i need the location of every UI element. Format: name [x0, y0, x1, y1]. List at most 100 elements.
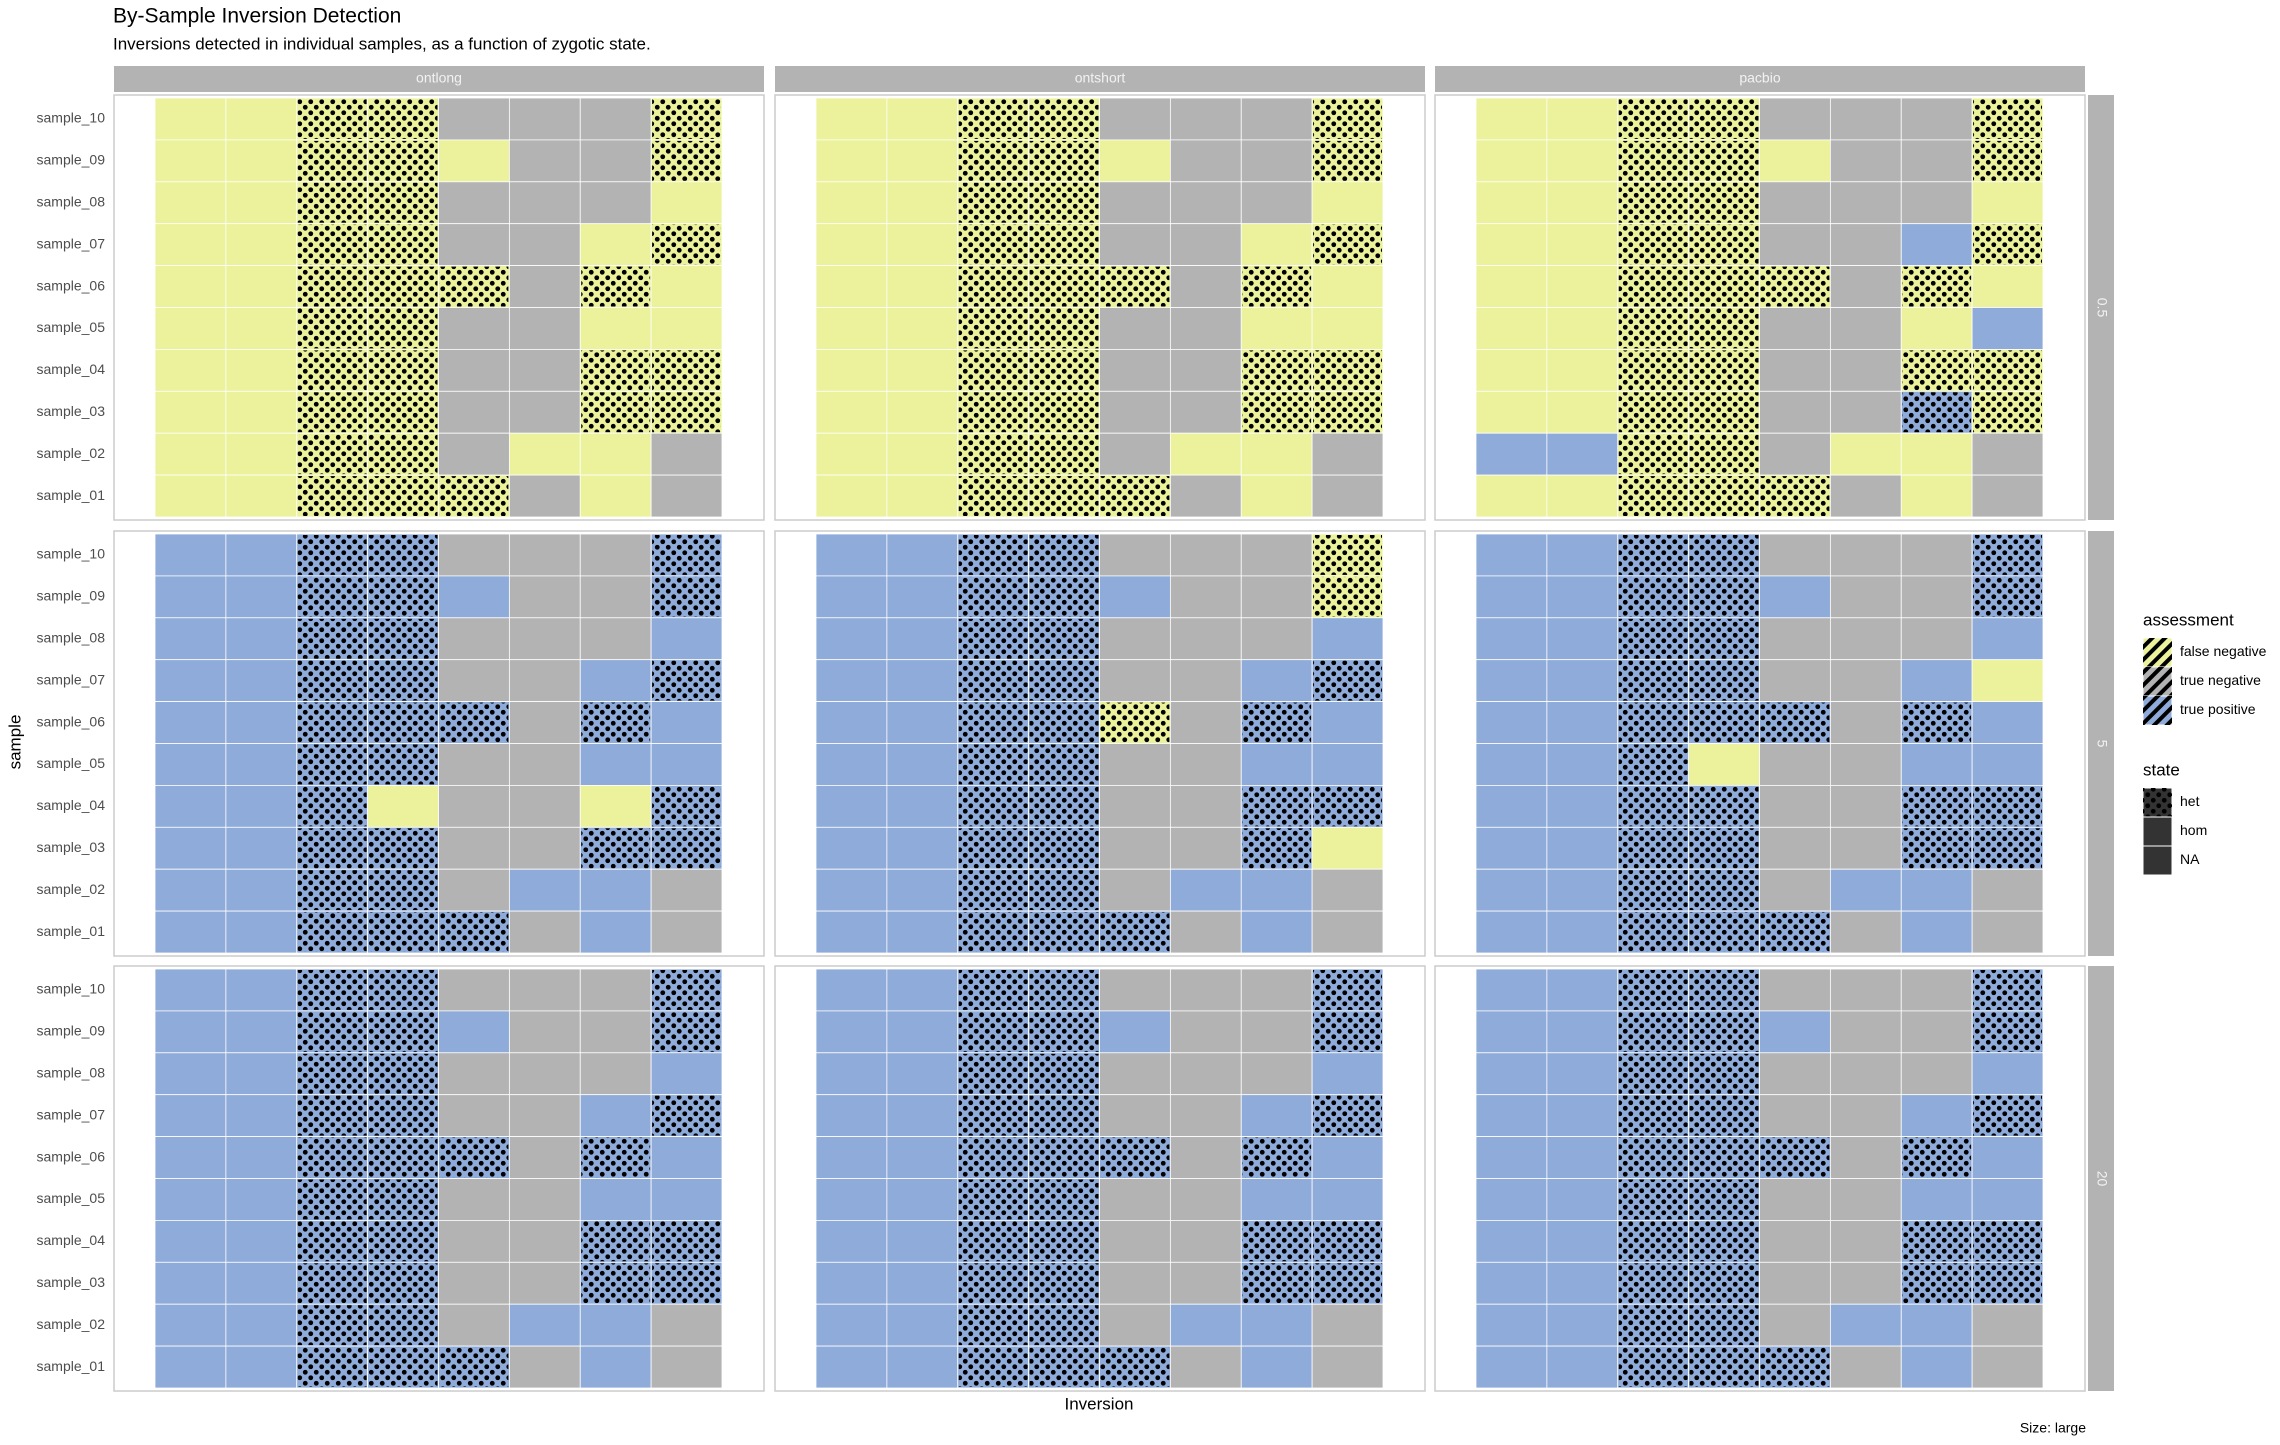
tile: [1971, 1178, 2044, 1221]
y-tick-label: sample_02: [37, 1316, 106, 1332]
tile-het-pattern: [958, 392, 1028, 433]
legend-title: assessment: [2143, 610, 2234, 629]
tile: [650, 1052, 723, 1096]
tile: [438, 868, 510, 912]
legend-key-pattern: [2143, 788, 2172, 817]
legend-key-pattern: [2143, 638, 2172, 667]
tile-het-pattern: [1689, 970, 1759, 1010]
tile-het-pattern: [1689, 140, 1759, 181]
tile-het-pattern: [1689, 182, 1759, 223]
tile: [1311, 701, 1384, 744]
tile: [1829, 743, 1902, 786]
tile-het-pattern: [368, 1095, 438, 1136]
tile: [1169, 910, 1242, 954]
tile: [1900, 139, 1973, 183]
tile-het-pattern: [1618, 576, 1688, 617]
tile: [815, 617, 888, 661]
tile: [154, 910, 227, 954]
tile: [508, 701, 581, 744]
tile-het-pattern: [1029, 786, 1099, 827]
tile: [1546, 1136, 1619, 1179]
tile-het-pattern: [1689, 1347, 1759, 1387]
tile: [886, 181, 959, 225]
tile: [438, 1010, 510, 1054]
tile-het-pattern: [1618, 350, 1688, 391]
tile-het-pattern: [958, 224, 1028, 265]
tile: [438, 97, 510, 141]
tile: [154, 1303, 227, 1347]
tile: [579, 307, 652, 350]
legend-label: NA: [2180, 851, 2200, 867]
tile-het-pattern: [652, 224, 721, 265]
tile-het-pattern: [439, 266, 509, 307]
tile: [1475, 743, 1548, 786]
tile: [1475, 181, 1548, 225]
tile: [1169, 785, 1242, 828]
tile-het-pattern: [368, 140, 438, 181]
tile-het-pattern: [1902, 828, 1972, 869]
tile: [1099, 617, 1171, 661]
tile: [1688, 743, 1760, 786]
tile: [1546, 390, 1619, 434]
tile: [508, 348, 581, 392]
tile-het-pattern: [1029, 1179, 1099, 1220]
tile: [1169, 139, 1242, 183]
chart-title: By-Sample Inversion Detection: [113, 5, 401, 28]
tile: [1169, 968, 1242, 1012]
tile: [815, 1261, 888, 1305]
tile: [1900, 1345, 1973, 1389]
tile: [1971, 474, 2044, 518]
tile-het-pattern: [1973, 1263, 2042, 1304]
tile: [579, 181, 652, 225]
tile-het-pattern: [368, 1053, 438, 1094]
tile: [1759, 659, 1831, 703]
tile-het-pattern: [1760, 1347, 1830, 1387]
facet-strip-label: ontshort: [1075, 70, 1126, 86]
tile-het-pattern: [958, 912, 1028, 952]
tile-het-pattern: [1100, 476, 1170, 516]
tile: [1475, 701, 1548, 744]
tile-het-pattern: [958, 576, 1028, 617]
tile: [579, 139, 652, 183]
tile: [1971, 659, 2044, 703]
tile: [1169, 575, 1242, 619]
tile-het-pattern: [652, 535, 721, 575]
tile-het-pattern: [1313, 786, 1382, 827]
tile-het-pattern: [1760, 266, 1830, 307]
facet-strip-label: pacbio: [1739, 70, 1780, 86]
tile: [1900, 1010, 1973, 1054]
tile: [886, 785, 959, 828]
tile: [154, 139, 227, 183]
tile-het-pattern: [1029, 1347, 1099, 1387]
tile: [815, 785, 888, 828]
tile: [1546, 432, 1619, 476]
tile: [1475, 1220, 1548, 1263]
tile: [815, 474, 888, 518]
tile: [815, 265, 888, 308]
tile-het-pattern: [297, 970, 367, 1010]
tile: [815, 223, 888, 266]
tile-het-pattern: [958, 702, 1028, 743]
tile-het-pattern: [297, 702, 367, 743]
y-tick-label: sample_10: [37, 110, 106, 126]
tile-het-pattern: [297, 744, 367, 785]
tile: [1900, 617, 1973, 661]
tile-het-pattern: [368, 618, 438, 659]
tile: [367, 785, 439, 828]
y-tick-label: sample_05: [37, 1190, 106, 1206]
tile-het-pattern: [958, 1179, 1028, 1220]
tile: [815, 1178, 888, 1221]
y-tick-label: sample_04: [37, 361, 106, 377]
tile-het-pattern: [1618, 1263, 1688, 1304]
tile-het-pattern: [297, 1137, 367, 1178]
tile-het-pattern: [652, 99, 721, 139]
tile: [1971, 265, 2044, 308]
tile: [815, 1010, 888, 1054]
tile: [225, 743, 298, 786]
tile-het-pattern: [1618, 786, 1688, 827]
tile: [1240, 1052, 1313, 1096]
tile: [815, 390, 888, 434]
tile: [886, 701, 959, 744]
tile: [815, 181, 888, 225]
tile-het-pattern: [1689, 1095, 1759, 1136]
